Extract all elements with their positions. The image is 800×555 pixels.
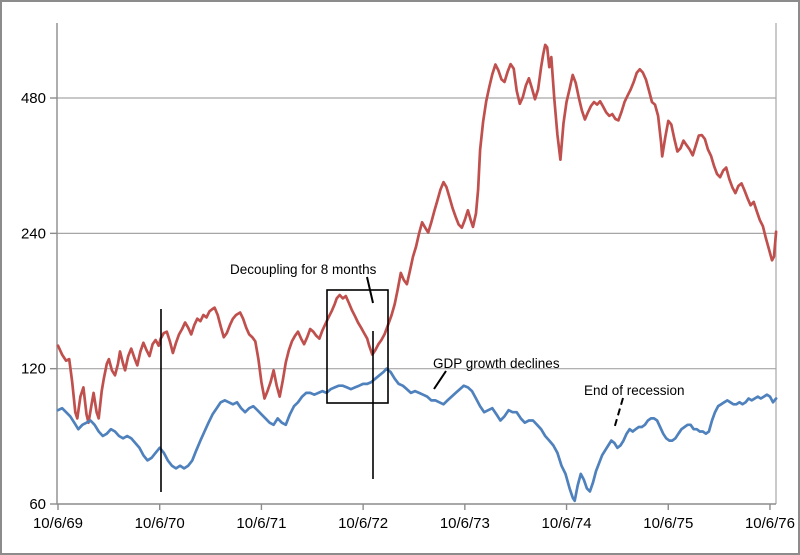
x-tick-label: 10/6/69 xyxy=(33,515,83,532)
decoupling-box xyxy=(326,289,389,404)
blue-series xyxy=(56,367,778,503)
gdp-leader-line xyxy=(433,370,447,390)
x-tick-label: 10/6/76 xyxy=(745,515,795,532)
y-tick-label: 120 xyxy=(21,361,46,378)
recession-leader-line xyxy=(613,397,624,430)
x-tick-label: 10/6/74 xyxy=(542,515,592,532)
decoupling-leader-line xyxy=(366,276,374,304)
red-series xyxy=(56,43,778,425)
x-tick-label: 10/6/72 xyxy=(338,515,388,532)
y-tick-label: 480 xyxy=(21,90,46,107)
annotation-decoupling-label: Decoupling for 8 months xyxy=(230,262,377,277)
y-tick-label: 60 xyxy=(29,496,46,513)
y-tick-label: 240 xyxy=(21,225,46,242)
annotation-recession-label: End of recession xyxy=(584,383,685,398)
annotation-gdp-label: GDP growth declines xyxy=(433,356,560,371)
x-tick-label: 10/6/71 xyxy=(236,515,286,532)
x-tick-label: 10/6/75 xyxy=(643,515,693,532)
x-tick-label: 10/6/73 xyxy=(440,515,490,532)
x-tick-label: 10/6/70 xyxy=(135,515,185,532)
